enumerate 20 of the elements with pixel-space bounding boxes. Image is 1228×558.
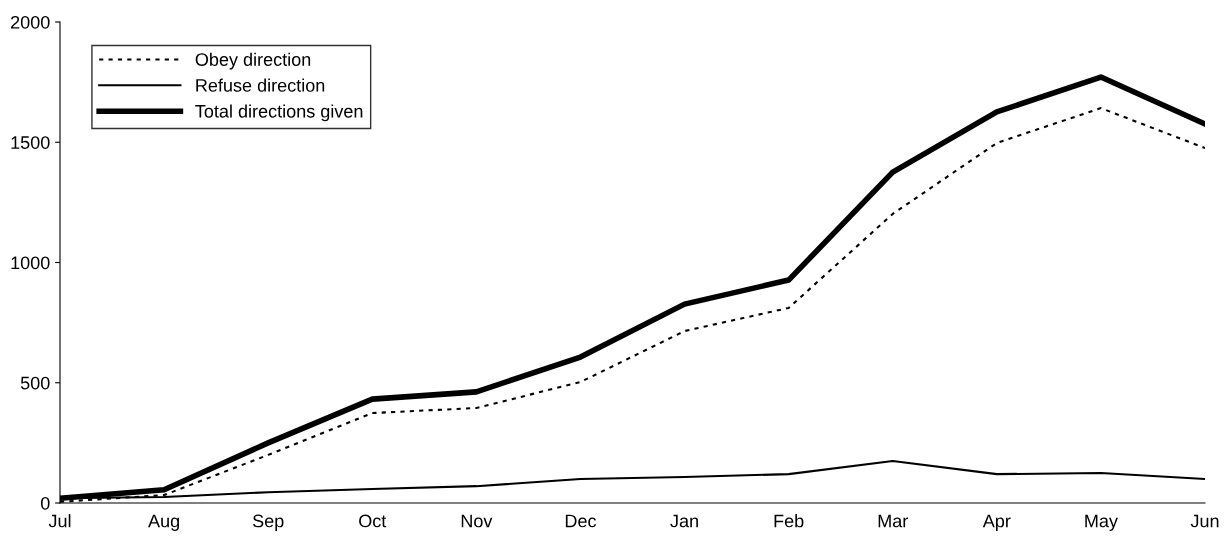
x-tick-label: Sep xyxy=(252,514,284,531)
y-tick-label: 0 xyxy=(40,496,50,510)
x-tick-label: Mar xyxy=(878,514,908,528)
legend-label: Refuse direction xyxy=(196,78,325,92)
y-tick-label: 2000 xyxy=(11,15,50,29)
y-tick-label: 500 xyxy=(20,376,50,390)
x-tick-label: Aug xyxy=(148,514,179,531)
y-tick-label: 1500 xyxy=(11,136,50,149)
x-tick-label: Jun xyxy=(1190,514,1219,528)
x-tick-label: Apr xyxy=(982,514,1011,531)
x-tick-label: Dec xyxy=(565,514,597,528)
x-tick-label: Feb xyxy=(774,514,804,528)
x-tick-label: Jul xyxy=(48,514,71,528)
x-tick-label: Oct xyxy=(359,514,387,528)
legend-label: Total directions given xyxy=(195,104,363,122)
x-tick-label: May xyxy=(1085,514,1118,531)
x-tick-label: Nov xyxy=(461,514,493,528)
legend-label: Obey direction xyxy=(195,52,311,70)
x-tick-label: Jan xyxy=(670,514,698,528)
y-tick-label: 1000 xyxy=(11,256,50,270)
